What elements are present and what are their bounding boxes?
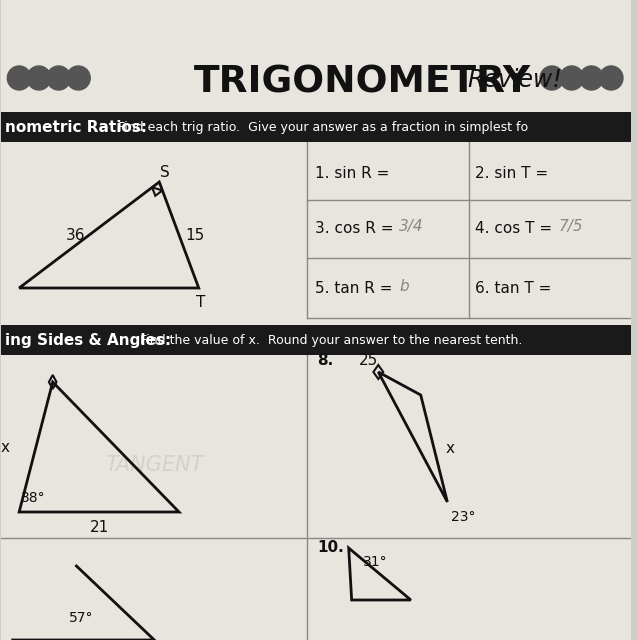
Text: 25: 25 [359, 353, 378, 367]
Text: TANGENT: TANGENT [105, 455, 204, 475]
Text: Find each trig ratio.  Give your answer as a fraction in simplest fo: Find each trig ratio. Give your answer a… [118, 120, 528, 134]
Text: 57°: 57° [68, 611, 93, 625]
Text: 2. sin T =: 2. sin T = [475, 166, 548, 180]
Text: 15: 15 [185, 227, 204, 243]
Text: 3. cos R =: 3. cos R = [315, 221, 394, 236]
Text: x: x [445, 441, 454, 456]
Text: 31°: 31° [362, 555, 387, 569]
Text: 4. cos T =: 4. cos T = [475, 221, 552, 236]
Circle shape [560, 66, 584, 90]
Text: 3/4: 3/4 [399, 218, 424, 234]
Text: T: T [196, 294, 205, 310]
Circle shape [47, 66, 70, 90]
Circle shape [540, 66, 564, 90]
Circle shape [599, 66, 623, 90]
Text: 23°: 23° [451, 510, 476, 524]
Text: TRIGONOMETRY: TRIGONOMETRY [194, 64, 531, 100]
Text: 10.: 10. [317, 541, 344, 556]
Text: 7/5: 7/5 [559, 218, 584, 234]
Text: Find the value of x.  Round your answer to the nearest tenth.: Find the value of x. Round your answer t… [140, 333, 522, 346]
Text: Review!: Review! [467, 68, 562, 92]
Bar [1, 112, 631, 142]
Text: 1. sin R =: 1. sin R = [315, 166, 390, 180]
Text: 21: 21 [89, 520, 108, 534]
Text: 8.: 8. [317, 353, 334, 367]
Text: nometric Ratios:: nometric Ratios: [5, 120, 147, 134]
Text: 6. tan T =: 6. tan T = [475, 280, 551, 296]
Circle shape [66, 66, 90, 90]
Text: ing Sides & Angles:: ing Sides & Angles: [5, 333, 172, 348]
Bar [1, 325, 631, 355]
Circle shape [27, 66, 51, 90]
Text: b: b [399, 278, 409, 294]
Text: 5. tan R =: 5. tan R = [315, 280, 392, 296]
Text: 38°: 38° [21, 491, 46, 505]
Text: x: x [1, 440, 10, 454]
Text: S: S [160, 164, 170, 179]
Circle shape [7, 66, 31, 90]
Text: 36: 36 [66, 227, 85, 243]
Circle shape [579, 66, 604, 90]
